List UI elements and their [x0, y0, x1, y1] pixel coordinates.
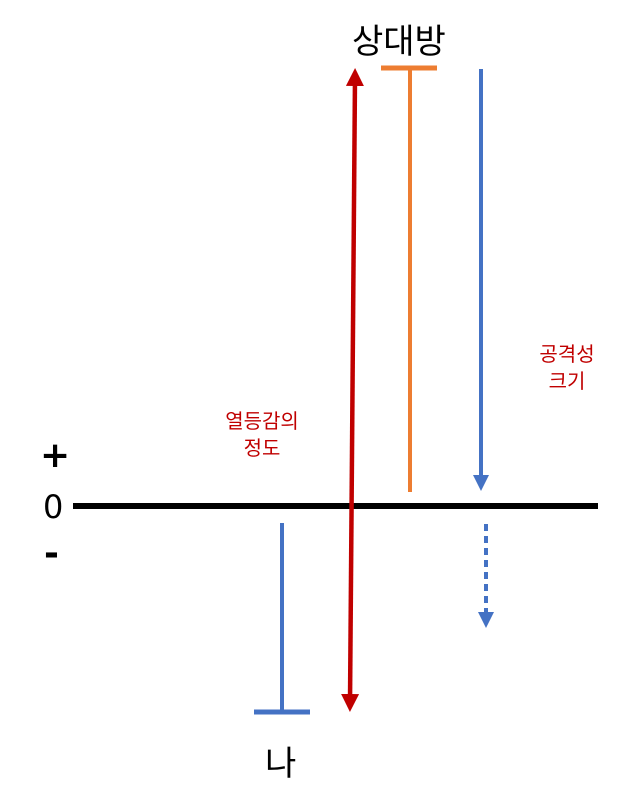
- me-label: 나: [265, 744, 297, 784]
- opponent-label: 상대방: [352, 22, 446, 62]
- inferiority-arrow: [341, 68, 364, 712]
- zero-label: 0: [43, 488, 64, 526]
- attack-note-line1: 공격성: [539, 342, 595, 366]
- minus-sign: -: [44, 533, 59, 574]
- inferiority-note-line2: 정도: [243, 436, 281, 460]
- inferiority-note: 열등감의 정도: [210, 408, 314, 462]
- plus-sign: +: [40, 435, 71, 476]
- attack-note-line2: 크기: [548, 369, 586, 393]
- attack-note: 공격성 크기: [525, 341, 609, 395]
- inferiority-note-line1: 열등감의: [225, 409, 299, 433]
